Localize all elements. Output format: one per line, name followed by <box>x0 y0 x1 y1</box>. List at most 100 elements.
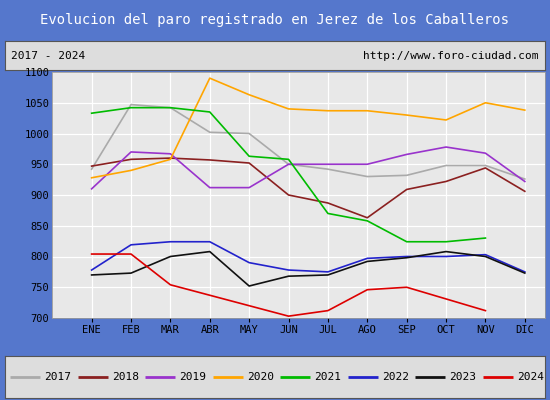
2019 <box>521 179 528 184</box>
2024 <box>89 252 95 256</box>
Text: 2017 - 2024: 2017 - 2024 <box>12 51 86 61</box>
Text: 2023: 2023 <box>449 372 476 382</box>
2023 <box>521 271 528 276</box>
2021 <box>89 111 95 116</box>
2022 <box>482 252 489 257</box>
2021 <box>206 110 213 114</box>
2021 <box>128 105 134 110</box>
2018 <box>403 187 410 192</box>
2019 <box>246 185 252 190</box>
Line: 2017: 2017 <box>92 104 525 179</box>
2018 <box>89 164 95 168</box>
2021 <box>482 236 489 240</box>
2017 <box>246 131 252 136</box>
Line: 2019: 2019 <box>92 147 525 189</box>
2024 <box>128 252 134 256</box>
2018 <box>364 215 371 220</box>
2021 <box>167 105 174 110</box>
2017 <box>206 130 213 135</box>
2020 <box>285 106 292 111</box>
Text: 2017: 2017 <box>45 372 72 382</box>
2019 <box>89 186 95 191</box>
2020 <box>403 113 410 118</box>
2022 <box>443 254 449 259</box>
Text: 2019: 2019 <box>179 372 206 382</box>
2018 <box>128 157 134 162</box>
2023 <box>364 259 371 264</box>
2018 <box>443 179 449 184</box>
2020 <box>246 92 252 97</box>
2022 <box>324 270 331 274</box>
Line: 2021: 2021 <box>92 108 486 242</box>
2022 <box>246 260 252 265</box>
2022 <box>89 268 95 272</box>
2020 <box>521 108 528 112</box>
2020 <box>89 175 95 180</box>
2022 <box>403 254 410 259</box>
2023 <box>482 254 489 259</box>
Text: 2024: 2024 <box>517 372 544 382</box>
2024 <box>285 314 292 318</box>
Text: 2021: 2021 <box>315 372 342 382</box>
2018 <box>167 156 174 160</box>
2021 <box>364 218 371 223</box>
2023 <box>128 271 134 276</box>
2017 <box>443 163 449 168</box>
2017 <box>324 167 331 172</box>
2017 <box>364 174 371 179</box>
2021 <box>443 239 449 244</box>
2020 <box>167 157 174 162</box>
2018 <box>521 189 528 194</box>
2018 <box>324 200 331 205</box>
2024 <box>364 287 371 292</box>
2019 <box>324 162 331 167</box>
2024 <box>167 282 174 287</box>
2018 <box>206 158 213 162</box>
2019 <box>285 162 292 167</box>
2019 <box>167 151 174 156</box>
2024 <box>482 308 489 313</box>
2024 <box>324 308 331 313</box>
Line: 2020: 2020 <box>92 78 525 178</box>
Text: 2020: 2020 <box>247 372 274 382</box>
2018 <box>246 161 252 166</box>
2017 <box>521 177 528 182</box>
2023 <box>89 272 95 277</box>
2017 <box>128 102 134 107</box>
2022 <box>521 270 528 274</box>
Line: 2023: 2023 <box>92 252 525 286</box>
Text: Evolucion del paro registrado en Jerez de los Caballeros: Evolucion del paro registrado en Jerez d… <box>41 13 509 27</box>
2021 <box>246 154 252 159</box>
Line: 2022: 2022 <box>92 242 525 272</box>
Text: 2022: 2022 <box>382 372 409 382</box>
2018 <box>285 193 292 198</box>
2020 <box>443 118 449 122</box>
2023 <box>206 249 213 254</box>
2017 <box>482 163 489 168</box>
2022 <box>206 239 213 244</box>
2021 <box>403 239 410 244</box>
2020 <box>128 168 134 173</box>
2017 <box>285 162 292 167</box>
Line: 2024: 2024 <box>92 254 486 316</box>
2017 <box>403 173 410 178</box>
2023 <box>285 274 292 278</box>
2019 <box>482 151 489 156</box>
2022 <box>364 256 371 261</box>
2017 <box>167 105 174 110</box>
2022 <box>128 242 134 247</box>
2023 <box>246 284 252 288</box>
2020 <box>206 76 213 80</box>
2021 <box>324 211 331 216</box>
2020 <box>324 108 331 113</box>
Text: http://www.foro-ciudad.com: http://www.foro-ciudad.com <box>363 51 538 61</box>
Text: 2018: 2018 <box>112 372 139 382</box>
2021 <box>285 157 292 162</box>
Line: 2018: 2018 <box>92 158 525 218</box>
2023 <box>324 272 331 277</box>
2020 <box>364 108 371 113</box>
2019 <box>403 152 410 157</box>
2018 <box>482 166 489 170</box>
2019 <box>364 162 371 167</box>
2023 <box>443 249 449 254</box>
